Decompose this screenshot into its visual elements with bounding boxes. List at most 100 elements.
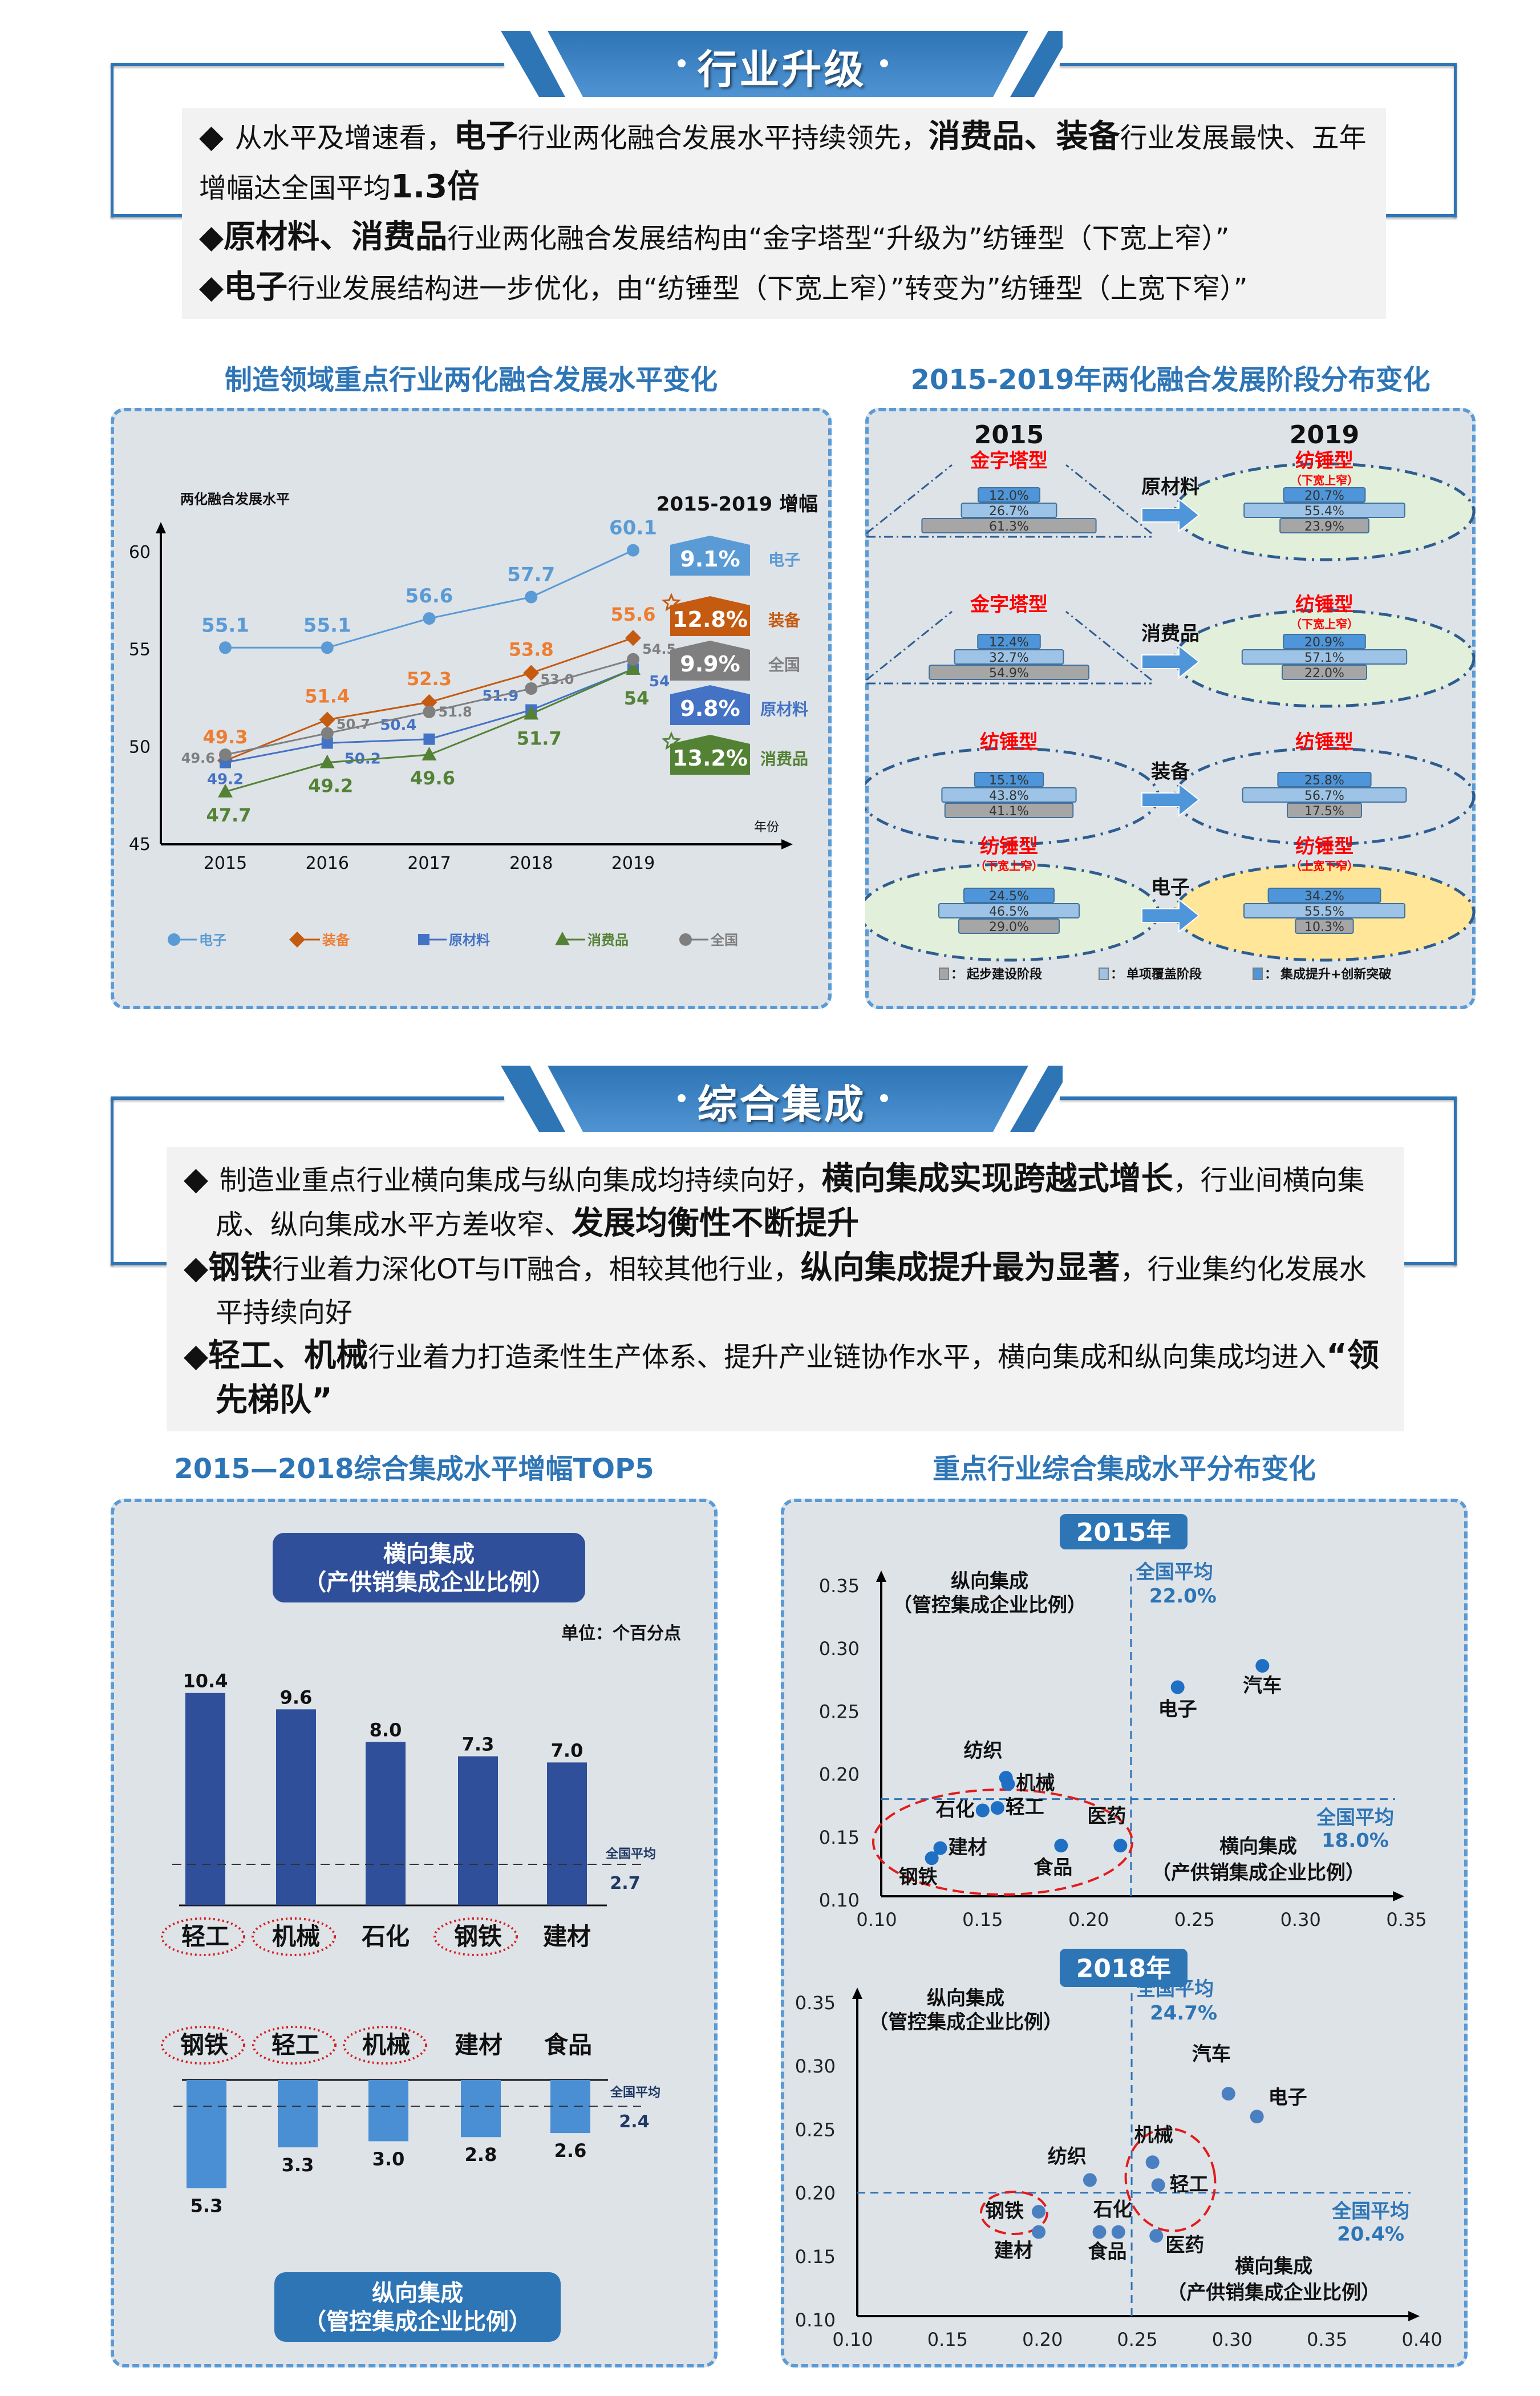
data-label: 49.6	[410, 767, 455, 789]
emphasis-text: 横向集成实现跨越式增长	[821, 1160, 1173, 1197]
x-tick-label: 2019	[611, 853, 655, 873]
stage-bar	[963, 888, 1055, 903]
emphasis-text: 消费品、装备	[928, 118, 1120, 155]
structure-type: 纺锤型	[980, 731, 1038, 754]
average-label: 全国平均	[605, 1847, 656, 1861]
section2-summary: ◆ 制造业重点行业横向集成与纵向集成均持续向好，横向集成实现跨越式增长，行业间横…	[167, 1147, 1404, 1431]
growth-title: 2015-2019 增幅	[656, 493, 818, 516]
badge-shape	[670, 596, 750, 636]
emphasis-text: 纵向集成提升最为显著	[800, 1249, 1120, 1286]
average-value: 2.4	[619, 2112, 649, 2132]
point-label: 电子	[1158, 1698, 1197, 1721]
x-axis-label: 年份	[754, 820, 779, 835]
data-label: 54	[624, 687, 650, 709]
section2-banner: 综合集成	[501, 1066, 1072, 1133]
legend-label: 集成提升+创新突破	[1280, 967, 1391, 982]
structure-电子-y2019: 34.2%55.5%10.3% 纺锤型（上宽下窄）	[1173, 835, 1476, 962]
y-tick-label: 0.20	[795, 2183, 836, 2204]
y-tick-label: 0.25	[795, 2119, 836, 2140]
highlight-ring	[252, 2026, 337, 2065]
x-tick-label: 0.30	[1280, 1909, 1321, 1930]
stage-bar	[1282, 665, 1367, 680]
x-axis-title: 横向集成	[1219, 1835, 1297, 1858]
bar-value: 5.3	[191, 2195, 223, 2217]
section1-frame-right	[1454, 63, 1457, 217]
point-label: 轻工	[1006, 1796, 1044, 1819]
arrow-right-icon	[1141, 497, 1200, 533]
year-badge	[1060, 1514, 1188, 1549]
point-label: 纺织	[964, 1739, 1003, 1762]
badge-value: 9.1%	[680, 547, 740, 572]
body-text: 行业两化融合发展结构由“金字塔型“升级为”纺锤型（下宽上窄）”	[447, 222, 1230, 254]
body-text: 行业发展结构进一步优化，由“纺锤型（下宽上窄）”转变为”纺锤型（上宽下窄）”	[287, 273, 1248, 305]
bar	[550, 2080, 590, 2134]
x-tick-label: 0.40	[1401, 2329, 1442, 2350]
data-point	[218, 783, 233, 798]
legend-label: 装备	[322, 932, 350, 948]
bar	[278, 2080, 318, 2148]
stage-bar	[938, 903, 1080, 918]
stage-bar	[1243, 503, 1405, 518]
section2-frame-left	[111, 1096, 114, 1265]
average-x-value: 24.7%	[1150, 2002, 1217, 2025]
data-point	[990, 1801, 1004, 1815]
point-label: 建材	[948, 1836, 987, 1859]
emphasis-text: 1.3倍	[391, 168, 480, 205]
point-label: 石化	[1093, 2199, 1132, 2221]
emphasis-text: 轻工、机械	[208, 1337, 368, 1374]
data-point	[523, 665, 540, 681]
point-label: 医药	[1087, 1805, 1126, 1828]
stage-value: 22.0%	[1304, 666, 1344, 681]
data-point	[422, 747, 437, 761]
category-label: 钢铁	[454, 1923, 502, 1950]
stage-value: 46.5%	[989, 905, 1029, 919]
y-tick-label: 55	[129, 640, 151, 660]
bar	[547, 1762, 587, 1905]
x-tick-label: 0.15	[962, 1909, 1003, 1930]
banner-dot-left	[678, 59, 686, 67]
data-label: 50.4	[380, 717, 416, 734]
point-label: 电子	[1269, 2086, 1307, 2109]
data-point	[627, 653, 639, 666]
badge-shape	[670, 536, 750, 576]
data-label: 54	[649, 673, 670, 690]
emphasis-text: 电子	[453, 118, 518, 155]
summary-paragraph: ◆钢铁行业着力深化OT与IT融合，相较其他行业，纵向集成提升最为显著，行业集约化…	[184, 1246, 1387, 1334]
highlight-ring	[433, 1917, 518, 1956]
y-tick-label: 50	[129, 737, 151, 757]
structure-type: 纺锤型	[1295, 450, 1353, 472]
data-point	[1145, 2155, 1160, 2170]
structure-原材料-y2015: 12.0%26.7%61.3% 金字塔型	[866, 450, 1152, 538]
x-tick-label: 2018	[509, 853, 553, 873]
stage-value: 34.2%	[1304, 889, 1344, 904]
data-point	[321, 641, 334, 654]
average-value: 2.7	[610, 1873, 640, 1893]
data-point	[1054, 1839, 1068, 1853]
x-axis-arrow	[781, 839, 793, 849]
point-label: 纺织	[1048, 2145, 1087, 2168]
section1-frame-bottom-left	[111, 214, 185, 217]
data-point	[1149, 2229, 1164, 2243]
body-text: ，行业间横向集成、纵向集成水平方差收窄、	[216, 1164, 1365, 1241]
emphasis-text: ◆	[199, 218, 224, 256]
section1-frame-top-right	[1060, 63, 1457, 66]
emphasis-text: 原材料、消费品	[224, 218, 448, 256]
y-axis-subtitle: （管控集成企业比例）	[869, 2011, 1063, 2034]
highlight-ring	[161, 1917, 245, 1956]
pyramid-outline	[866, 610, 953, 681]
emphasis-text: ◆	[184, 1337, 209, 1374]
structure-type: 纺锤型	[1295, 593, 1353, 616]
badge-label: 原材料	[760, 700, 808, 719]
bar-value: 3.3	[282, 2154, 314, 2176]
data-label: 53.0	[540, 671, 574, 687]
data-point	[319, 754, 335, 768]
y-tick-label: 0.30	[819, 1638, 860, 1660]
stage-bar	[1283, 634, 1366, 649]
x-axis-subtitle: （产供销集成企业比例）	[1152, 1861, 1365, 1884]
data-point	[1151, 2178, 1165, 2192]
pyramid-outline	[1065, 464, 1152, 535]
stage-value: 29.0%	[989, 920, 1029, 934]
stage-value: 57.1%	[1304, 651, 1344, 665]
data-point	[321, 737, 333, 749]
data-point	[1111, 2225, 1125, 2239]
